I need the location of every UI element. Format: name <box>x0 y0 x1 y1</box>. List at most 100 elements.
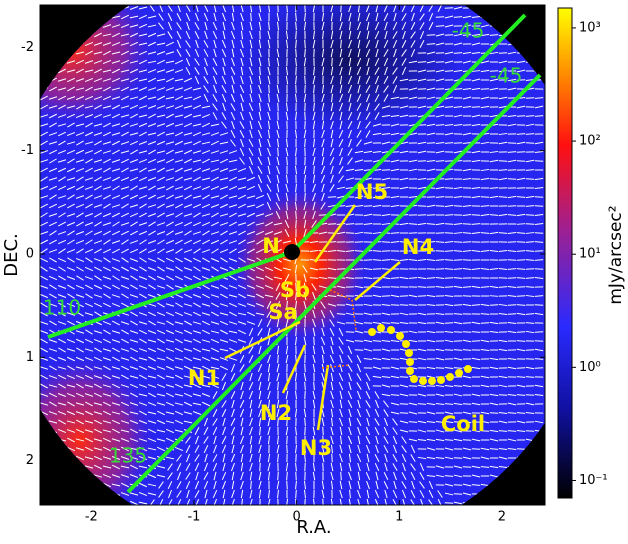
vector <box>517 413 525 414</box>
colorbar-tick-label: 10² <box>579 134 601 149</box>
vector <box>454 386 462 387</box>
vector <box>445 161 453 162</box>
vector <box>328 224 336 225</box>
vector <box>346 224 354 225</box>
vector <box>287 436 288 444</box>
vector <box>526 359 534 360</box>
vector <box>364 233 372 234</box>
vector <box>454 143 462 144</box>
coil-dot <box>396 332 404 340</box>
y-tick-label: -2 <box>21 40 34 55</box>
vector <box>382 251 390 252</box>
vector <box>427 278 435 279</box>
vector <box>305 391 306 399</box>
vector <box>337 269 345 270</box>
vector <box>490 296 498 297</box>
vector <box>499 278 507 279</box>
vector <box>517 395 525 396</box>
annotation: N1 <box>188 366 220 390</box>
vector <box>305 85 306 93</box>
annotation: Sb <box>280 278 310 302</box>
vector <box>323 427 324 435</box>
vector <box>490 305 498 306</box>
vector <box>463 323 471 324</box>
vector <box>535 332 543 333</box>
y-tick-label: 2 <box>26 453 34 468</box>
vector <box>409 422 417 423</box>
vector <box>296 31 297 39</box>
vector <box>535 269 543 270</box>
coil-dot <box>406 367 414 375</box>
coil-dot <box>455 369 463 377</box>
vector <box>269 85 270 93</box>
vector <box>517 152 525 153</box>
vector <box>517 197 525 198</box>
vector <box>454 305 462 306</box>
coil-dot <box>402 340 410 348</box>
vector <box>508 179 516 180</box>
vector <box>526 116 534 117</box>
vector <box>251 481 252 489</box>
vector <box>508 260 516 261</box>
vector <box>391 278 399 279</box>
vector <box>454 17 462 18</box>
vector <box>481 197 489 198</box>
vector <box>436 197 444 198</box>
vector <box>517 224 525 225</box>
coil-dot <box>410 375 418 383</box>
vector <box>517 188 525 189</box>
vector <box>323 499 324 507</box>
vector <box>517 260 525 261</box>
angle-label: 135 <box>109 444 147 468</box>
vector <box>436 125 444 126</box>
vector <box>305 364 306 372</box>
coil-dot <box>368 328 376 336</box>
vector <box>323 112 324 120</box>
colorbar-tick-label: 10⁻¹ <box>579 473 608 488</box>
vector <box>463 242 471 243</box>
vector <box>463 467 471 468</box>
vector <box>445 503 453 504</box>
vector <box>517 449 525 450</box>
annotation: N3 <box>300 436 332 460</box>
angle-label: 110 <box>43 296 81 320</box>
vector <box>418 287 426 288</box>
vector <box>382 170 390 171</box>
vector <box>445 224 453 225</box>
vector <box>251 13 252 21</box>
vector <box>391 287 399 288</box>
vector <box>472 224 480 225</box>
vector <box>287 445 288 453</box>
vector <box>445 251 453 252</box>
vector <box>400 377 408 378</box>
vector <box>526 350 534 351</box>
vector <box>287 481 288 489</box>
vector <box>535 98 543 99</box>
vector <box>418 206 426 207</box>
x-axis-label: R.A. <box>296 517 331 538</box>
vector <box>526 269 534 270</box>
vector <box>382 323 390 324</box>
vector <box>517 332 525 333</box>
nucleus <box>284 244 300 260</box>
vector <box>454 458 462 459</box>
vector <box>526 251 534 252</box>
colorbar-tick-label: 10⁰ <box>579 360 601 375</box>
vector <box>400 296 408 297</box>
angle-label: -45 <box>452 19 485 43</box>
colorbar-tick-label: 10¹ <box>579 247 601 262</box>
colorbar-tick-label: 10³ <box>579 20 601 35</box>
annotation: N4 <box>402 235 434 259</box>
vector <box>418 404 426 405</box>
vector <box>436 206 444 207</box>
y-tick-label: 1 <box>26 350 34 365</box>
vector <box>526 395 534 396</box>
vector <box>278 472 279 480</box>
vector <box>463 296 471 297</box>
vector <box>535 359 543 360</box>
vector <box>278 148 279 156</box>
vector <box>296 49 297 57</box>
vector <box>472 107 480 108</box>
vector <box>499 287 507 288</box>
